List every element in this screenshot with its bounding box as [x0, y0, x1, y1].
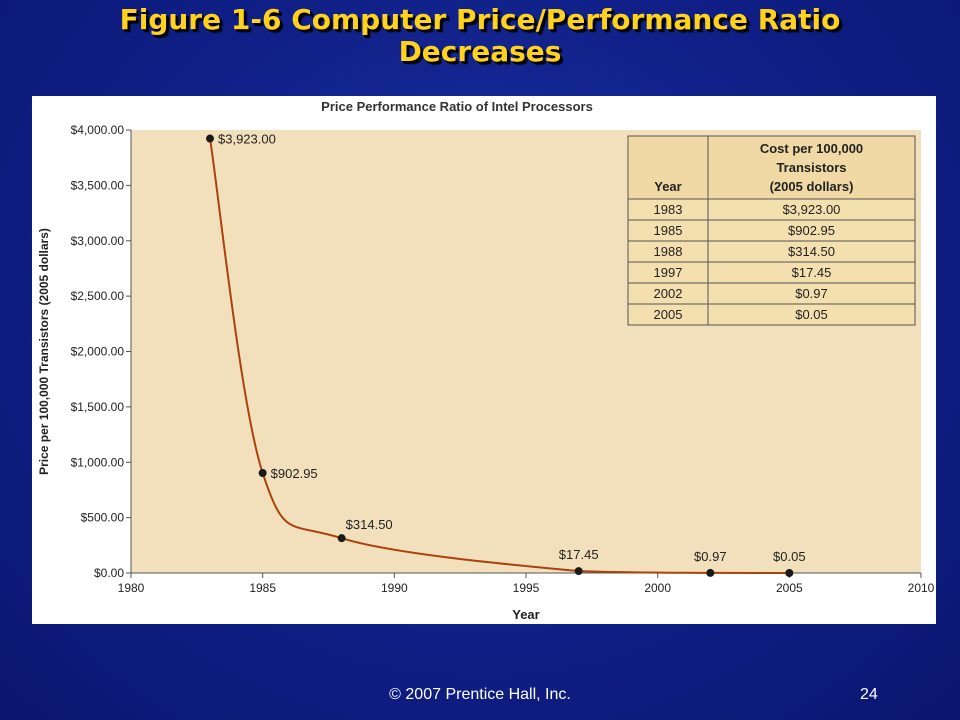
chart-panel: Price Performance Ratio of Intel Process… [32, 96, 936, 624]
data-points: $3,923.00 $902.95 $314.50 $17.45 $0.97 $0.05 [206, 132, 806, 577]
table-header-cost-line: Cost per 100,000 [760, 141, 863, 156]
table-row [627, 303, 916, 326]
table-cell-cost: $314.50 [788, 244, 835, 259]
y-axis-ticks: $0.00 $500.00 $1,000.00 $1,500.00 $2,000.00 $… [71, 123, 131, 580]
data-point [785, 568, 794, 577]
x-axis-ticks: 1980 1985 1990 1995 2000 2005 2010 [118, 573, 935, 595]
slide-title-line2: Decreases [398, 35, 562, 68]
chart-title: Price Performance Ratio of Intel Process… [321, 99, 593, 114]
table-cell-cost: $0.97 [795, 286, 828, 301]
x-tick-label: 1995 [513, 581, 540, 595]
table-cell-cost: $0.05 [795, 307, 828, 322]
table-cell-cost: $3,923.00 [783, 202, 841, 217]
table-header-row [627, 135, 916, 200]
x-tick-label: 1990 [381, 581, 408, 595]
page-number: 24 [860, 686, 878, 703]
data-label: $0.97 [694, 549, 727, 564]
y-tick-label: $3,000.00 [71, 234, 125, 248]
table-cell-year: 2005 [654, 307, 683, 322]
copyright-footer: © 2007 Prentice Hall, Inc. [389, 686, 571, 703]
table-header-cost-line: (2005 dollars) [770, 179, 854, 194]
y-tick-label: $0.00 [94, 566, 124, 580]
data-point [574, 567, 583, 576]
chart-svg: Price Performance Ratio of Intel Process… [37, 99, 935, 622]
data-label: $314.50 [346, 517, 393, 532]
y-tick-label: $2,500.00 [71, 289, 125, 303]
slide-title: Figure 1-6 Computer Price/Performance Ra… [0, 4, 960, 68]
slide-title-line1: Figure 1-6 Computer Price/Performance Ra… [119, 3, 841, 36]
data-point [337, 534, 346, 543]
table-cell-year: 1997 [654, 265, 683, 280]
table-cell-year: 1983 [654, 202, 683, 217]
data-point [206, 134, 214, 143]
data-label: $3,923.00 [218, 132, 276, 147]
data-label: $902.95 [271, 466, 318, 481]
y-axis-label: Price per 100,000 Transistors (2005 doll… [37, 228, 51, 475]
data-point [258, 468, 267, 477]
x-tick-label: 2010 [908, 581, 935, 595]
x-tick-label: 2000 [644, 581, 671, 595]
x-tick-label: 1980 [118, 581, 145, 595]
data-table: Year Cost per 100,000 Transistors (2005 dol… [627, 135, 916, 326]
data-label: $0.05 [773, 549, 806, 564]
y-tick-label: $500.00 [81, 511, 125, 525]
table-cell-cost: $902.95 [788, 223, 835, 238]
table-header-cost-line: Transistors [776, 160, 846, 175]
y-tick-label: $1,000.00 [71, 455, 125, 469]
y-tick-label: $1,500.00 [71, 400, 125, 414]
table-header-year: Year [654, 179, 681, 194]
x-tick-label: 1985 [249, 581, 276, 595]
x-tick-label: 2005 [776, 581, 803, 595]
price-curve [209, 138, 790, 574]
y-tick-label: $4,000.00 [71, 123, 125, 137]
x-axis-label: Year [512, 607, 539, 622]
y-tick-label: $3,500.00 [71, 178, 125, 192]
data-label: $17.45 [559, 547, 599, 562]
y-tick-label: $2,000.00 [71, 345, 125, 359]
table-cell-cost: $17.45 [792, 265, 832, 280]
data-point [706, 568, 715, 577]
table-cell-year: 1988 [654, 244, 683, 259]
table-cell-year: 1985 [654, 223, 683, 238]
table-cell-year: 2002 [654, 286, 683, 301]
